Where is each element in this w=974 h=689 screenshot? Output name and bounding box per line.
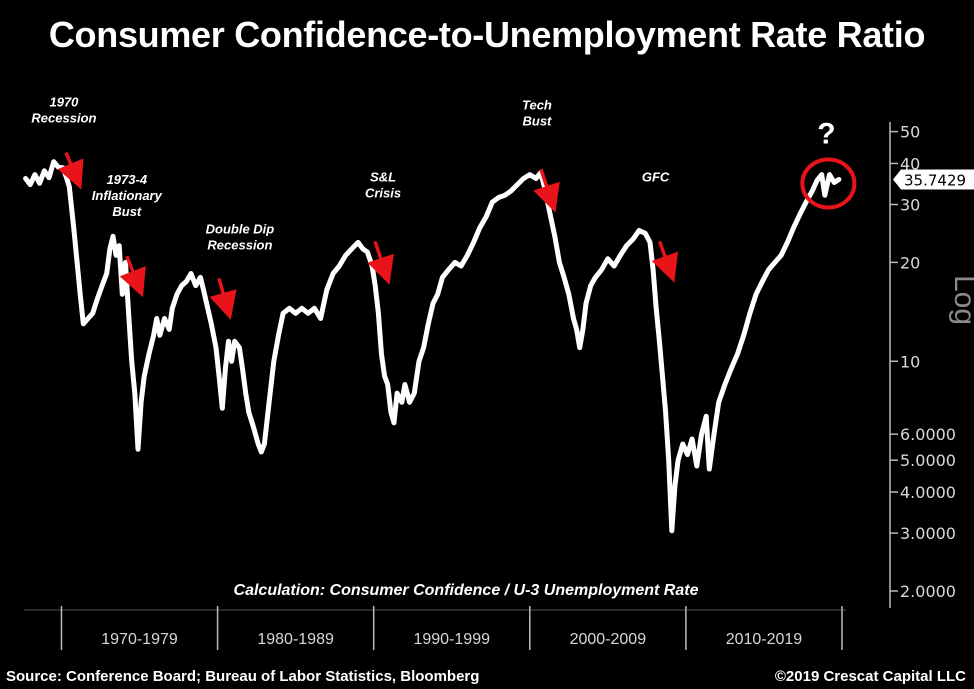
annotation-line: Recession: [207, 237, 272, 252]
last-value-label: 35.7429: [904, 172, 966, 190]
y-axis-scale-label: Log: [948, 275, 974, 325]
annotation-line: Bust: [112, 204, 142, 219]
red-arrow: [209, 277, 237, 320]
y-tick-label: 30: [900, 196, 920, 215]
series-line-0: [23, 159, 842, 534]
annotation-line: S&L: [370, 169, 396, 184]
last-value-tag: [893, 169, 974, 190]
y-tick-label: 4.0000: [900, 483, 956, 502]
annotation-line: 1970: [49, 95, 79, 110]
calculation-note: Calculation: Consumer Confidence / U-3 U…: [234, 582, 699, 599]
y-tick-label: 50: [900, 123, 920, 142]
red-arrow: [57, 151, 84, 190]
annotation-line: Recession: [31, 111, 96, 126]
red-arrow: [533, 168, 560, 213]
annotation-line: Crisis: [365, 185, 401, 200]
y-tick-label: 40: [900, 154, 920, 173]
x-group-label: 1980-1989: [257, 631, 334, 648]
annotation-label: 1970 Recession: [31, 95, 96, 126]
source-note: Source: Conference Board; Bureau of Labo…: [6, 668, 480, 685]
annotation-line: ?: [817, 117, 835, 150]
annotation-label: S&L Crisis: [365, 169, 401, 200]
x-group-label: 1990-1999: [413, 631, 490, 648]
annotation-label: 1973-4 Inflationary Bust: [92, 172, 163, 219]
annotation-label: Tech Bust: [522, 97, 552, 128]
red-arrow: [651, 240, 679, 283]
red-arrow: [367, 240, 394, 285]
red-arrow: [119, 255, 146, 298]
annotation-line: Bust: [523, 113, 553, 128]
y-tick-label: 20: [900, 253, 920, 272]
y-tick-label: 3.0000: [900, 524, 956, 543]
annotation-line: 1973-4: [107, 172, 148, 187]
chart-title: Consumer Confidence-to-Unemployment Rate…: [48, 14, 926, 55]
y-tick-label: 10: [900, 352, 920, 371]
copyright-note: ©2019 Crescat Capital LLC: [774, 668, 966, 685]
question-mark-annotation: ?: [817, 117, 835, 150]
annotation-label: Double Dip Recession: [206, 221, 275, 252]
annotation-line: Tech: [522, 97, 552, 112]
y-tick-label: 2.0000: [900, 582, 956, 601]
x-group-label: 2000-2009: [570, 631, 647, 648]
annotation-line: Inflationary: [92, 188, 163, 203]
annotation-line: Double Dip: [206, 221, 275, 236]
x-group-label: 2010-2019: [726, 631, 803, 648]
annotation-line: GFC: [642, 169, 670, 184]
annotation-label: GFC: [642, 169, 670, 184]
y-tick-label: 6.0000: [900, 425, 956, 444]
x-group-label: 1970-1979: [101, 631, 178, 648]
y-tick-label: 5.0000: [900, 451, 956, 470]
highlight-circle: [800, 157, 857, 210]
